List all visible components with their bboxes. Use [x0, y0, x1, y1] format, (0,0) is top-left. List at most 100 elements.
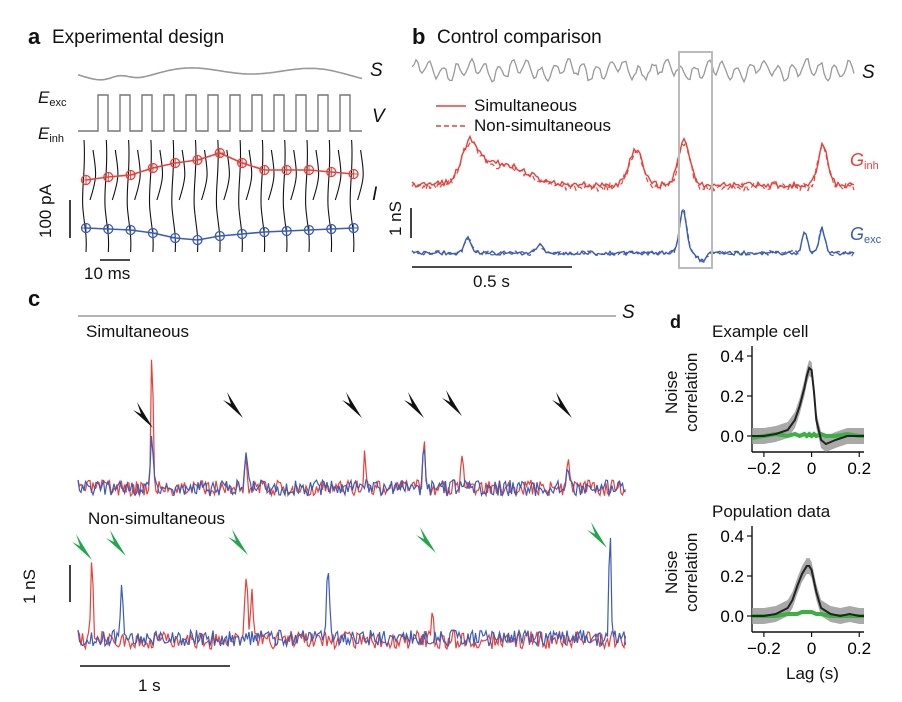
chart-2-xlabel: Lag (s) — [786, 664, 839, 683]
black-arrow — [223, 392, 243, 418]
ginh-trace-nonsimultaneous — [411, 139, 855, 193]
excitatory-marker — [303, 224, 315, 236]
panel-c-simultaneous-label: Simultaneous — [86, 322, 190, 341]
current-trace-sweep — [148, 139, 164, 253]
inhibitory-marker — [80, 174, 92, 186]
ginh-trace-simultaneous — [411, 134, 855, 190]
inhibitory-marker — [236, 157, 248, 169]
excitatory-marker-cross — [104, 225, 113, 233]
green-arrow — [106, 530, 126, 556]
panel-c-stimulus-label: S — [622, 302, 635, 323]
black-arrow — [404, 392, 424, 418]
x-tick-label: 0 — [807, 639, 816, 658]
current-trace-sweep — [305, 139, 320, 253]
excitatory-marker — [125, 224, 136, 236]
data-series-line — [752, 565, 864, 618]
green-arrow — [416, 527, 436, 553]
ginh-label: Ginh — [850, 150, 879, 172]
excitatory-marker — [80, 222, 92, 234]
excitatory-marker-cross — [126, 226, 135, 234]
panel-a-scale-x-label: 10 ms — [84, 264, 131, 283]
excitatory-marker-cross — [238, 230, 247, 238]
panel-b-title: Control comparison — [437, 27, 602, 48]
current-trace-sweep — [104, 139, 119, 253]
simultaneous-gexc-trace — [77, 435, 627, 498]
current-trace-sweep — [82, 139, 97, 253]
black-arrow — [342, 392, 362, 418]
shuffle-series-line — [751, 431, 864, 440]
gexc-label: Gexc — [850, 224, 882, 246]
inhibitory-marker — [103, 171, 114, 183]
current-trace-sweep — [260, 139, 275, 253]
panel-a-current-label: I — [372, 184, 378, 205]
stimulus-trace — [77, 67, 363, 81]
y-tick-label: 0.2 — [720, 387, 744, 406]
nonsimultaneous-gexc-trace — [77, 537, 627, 649]
panel-d-letter: d — [670, 312, 681, 332]
simultaneous-ginh-trace — [77, 359, 626, 498]
gexc-trace-simultaneous — [411, 210, 855, 263]
panel-b-graphics — [410, 51, 855, 269]
excitatory-marker — [147, 227, 159, 239]
voltage-square-wave — [78, 94, 362, 132]
y-tick-label: 0.0 — [720, 427, 744, 446]
inhibitory-marker-cross — [104, 173, 113, 181]
inhibitory-marker — [259, 164, 270, 176]
green-arrow — [72, 534, 92, 560]
panel-a-einh-label: Einh — [38, 124, 65, 145]
current-trace-sweep — [282, 139, 297, 253]
excitatory-marker-cross — [349, 224, 358, 232]
confidence-band — [752, 558, 864, 624]
panel-a-title: Experimental design — [52, 27, 225, 48]
legend-nonsimultaneous: Non-simultaneous — [474, 116, 612, 135]
inhibitory-marker-cross — [215, 149, 224, 157]
inhibitory-marker — [125, 169, 136, 181]
inhibitory-marker-cross — [349, 170, 358, 178]
inhibitory-marker — [147, 162, 159, 174]
gexc-trace-nonsimultaneous — [411, 206, 855, 263]
panel-a-stimulus-label: S — [370, 60, 383, 81]
panel-b-stimulus-label: S — [862, 62, 875, 83]
stimulus-trace — [411, 57, 855, 84]
excitatory-marker — [103, 223, 114, 235]
inhibitory-marker — [214, 147, 225, 159]
panel-c-nonsimultaneous-label: Non-simultaneous — [88, 509, 226, 528]
inhibitory-marker — [348, 168, 359, 180]
excitatory-marker-cross — [148, 229, 157, 237]
inhibitory-marker-cross — [238, 159, 247, 167]
excitatory-marker-cross — [171, 234, 180, 242]
excitatory-marker — [170, 232, 181, 244]
excitatory-marker — [259, 226, 270, 238]
inhibitory-marker — [281, 164, 292, 176]
x-tick-label: −0.2 — [747, 459, 781, 478]
current-trace-sweep — [126, 139, 141, 253]
panel-a-voltage-label: V — [372, 106, 385, 127]
panel-c-graphics — [69, 315, 627, 667]
x-tick-label: 0 — [807, 459, 816, 478]
excitatory-marker — [326, 223, 337, 235]
y-tick-label: 0.4 — [720, 527, 744, 546]
inhibitory-marker-cross — [305, 166, 313, 174]
chart-2-plot: 0.0 0.2 0.4 −0.2 0 0.2 — [720, 526, 871, 658]
inhibitory-marker — [326, 166, 337, 178]
excitatory-marker-cross — [260, 228, 269, 236]
excitatory-marker-cross — [82, 224, 90, 232]
chart-1-title: Example cell — [712, 322, 809, 341]
inhibitory-marker — [303, 164, 315, 176]
excitatory-marker-cross — [282, 227, 291, 235]
excitatory-marker-cross — [193, 236, 202, 244]
inhibitory-marker — [192, 154, 203, 166]
current-trace-sweep — [238, 139, 253, 253]
current-trace-sweep — [349, 139, 364, 253]
excitatory-marker — [348, 222, 359, 234]
black-arrow — [552, 392, 572, 418]
green-arrow — [228, 529, 248, 555]
panel-b-letter: b — [412, 24, 426, 49]
inhibitory-marker-cross — [148, 164, 157, 172]
panel-b-scale-x-label: 0.5 s — [473, 272, 510, 291]
green-arrow — [587, 522, 607, 548]
chart-2-title: Population data — [712, 502, 831, 521]
confidence-band — [752, 360, 864, 452]
y-tick-label: 0.4 — [720, 347, 744, 366]
